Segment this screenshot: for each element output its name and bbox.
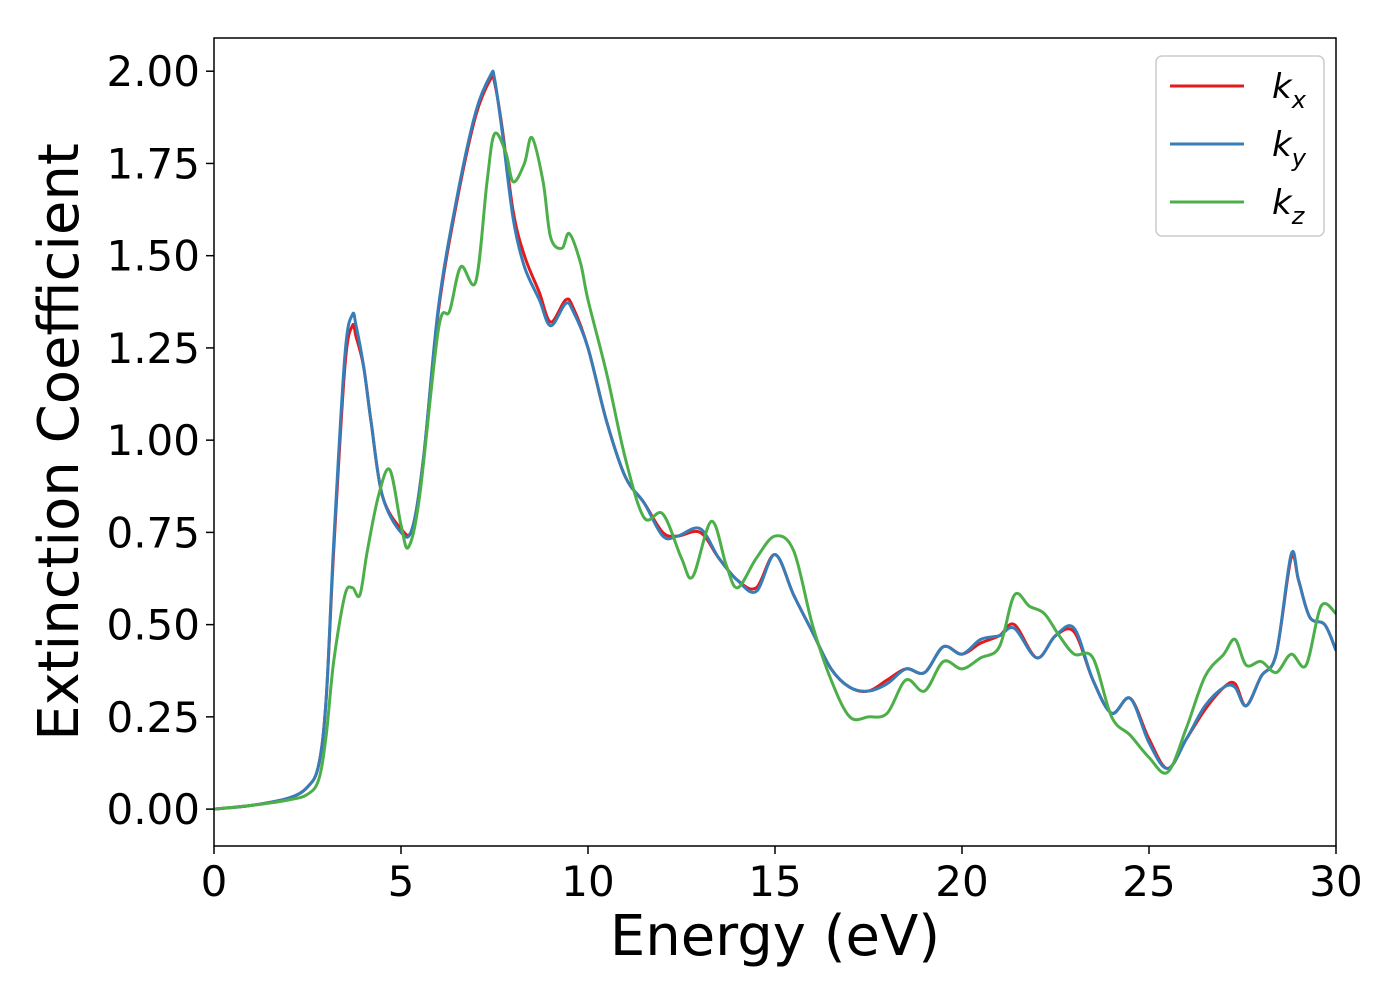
y-tick-label: 2.00: [106, 47, 200, 96]
y-axis-title: Extinction Coefficient: [27, 143, 92, 741]
x-tick-label: 15: [748, 857, 801, 906]
x-axis-title: Energy (eV): [610, 904, 940, 969]
x-tick-label: 0: [201, 857, 228, 906]
y-tick-label: 1.00: [106, 416, 200, 465]
y-tick-label: 0.00: [106, 785, 200, 834]
plot-area: [214, 69, 1336, 811]
axes: 0 5 10 15 20 25 30 0.00 0.25 0.50 0.75 1.00 1.25 1.50…: [106, 37, 1363, 906]
legend: kx ky kz: [1155, 55, 1325, 237]
y-tick-label: 1.50: [106, 232, 200, 281]
y-tick-label: 0.50: [106, 601, 200, 650]
x-tick-label: 10: [561, 857, 614, 906]
x-tick-label: 20: [935, 857, 988, 906]
x-tick-label: 25: [1122, 857, 1175, 906]
x-tick-label: 5: [388, 857, 415, 906]
series-line-z: [214, 131, 1336, 811]
y-tick-label: 1.75: [106, 139, 200, 188]
y-tick-label: 1.25: [106, 324, 200, 373]
legend-label-y: ky: [1272, 125, 1307, 172]
legend-label-x: kx: [1272, 67, 1307, 114]
x-tick-label: 30: [1309, 857, 1362, 906]
y-tick-label: 0.75: [106, 508, 200, 557]
legend-label-z: kz: [1272, 183, 1306, 230]
legend-box: [1155, 55, 1325, 237]
y-tick-label: 0.25: [106, 693, 200, 742]
